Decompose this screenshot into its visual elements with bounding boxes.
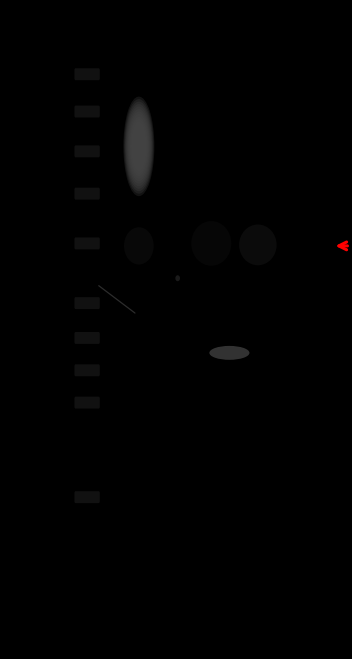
Ellipse shape [241,227,274,263]
FancyBboxPatch shape [74,491,100,503]
FancyBboxPatch shape [74,69,100,80]
Ellipse shape [130,117,148,176]
Ellipse shape [192,222,231,265]
Ellipse shape [126,230,151,262]
Ellipse shape [125,229,152,263]
FancyBboxPatch shape [74,146,100,158]
Ellipse shape [126,107,151,186]
Ellipse shape [123,97,155,196]
Ellipse shape [130,119,147,174]
Ellipse shape [125,101,153,191]
Ellipse shape [131,121,147,171]
Ellipse shape [239,225,277,266]
Ellipse shape [128,111,150,181]
Ellipse shape [194,223,229,263]
Ellipse shape [240,225,276,264]
Ellipse shape [126,104,152,188]
Ellipse shape [241,226,275,264]
Ellipse shape [127,231,151,261]
FancyBboxPatch shape [74,188,100,200]
Ellipse shape [193,223,230,264]
FancyBboxPatch shape [74,105,100,117]
Ellipse shape [124,99,153,194]
Ellipse shape [125,228,153,264]
Ellipse shape [209,346,250,360]
Ellipse shape [242,228,274,262]
FancyBboxPatch shape [74,297,100,309]
Ellipse shape [124,227,154,264]
Ellipse shape [127,109,151,184]
FancyBboxPatch shape [74,397,100,409]
FancyBboxPatch shape [74,332,100,344]
Ellipse shape [243,229,273,261]
Ellipse shape [194,225,228,262]
FancyBboxPatch shape [74,237,100,249]
Ellipse shape [175,275,180,281]
Ellipse shape [129,114,149,179]
Ellipse shape [128,232,150,260]
FancyBboxPatch shape [74,364,100,376]
Ellipse shape [191,221,231,266]
Ellipse shape [195,225,227,262]
